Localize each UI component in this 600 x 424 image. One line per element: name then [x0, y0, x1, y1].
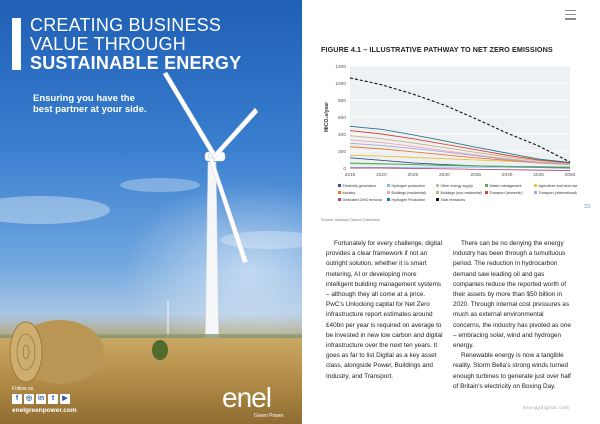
x-tick-label: 2030: [439, 172, 450, 178]
website-link[interactable]: enelgreenpower.com: [12, 407, 77, 414]
headline-line-2: VALUE THROUGH: [30, 34, 186, 54]
y-axis-label: MtCO₂e/year: [324, 102, 330, 132]
article-paragraph: Fortunately for every challenge, digital…: [326, 240, 443, 380]
x-tick-label: 2015: [345, 172, 356, 178]
legend-label: Agriculture and land use: [539, 184, 578, 188]
ad-headline: CREATING BUSINESS VALUE THROUGH SUSTAINA…: [30, 16, 241, 73]
legend-swatch: [387, 184, 390, 187]
article-page: FIGURE 4.1 – ILLUSTRATIVE PATHWAY TO NET…: [302, 0, 600, 424]
hamburger-menu-icon[interactable]: [565, 10, 576, 20]
series-line: [349, 135, 571, 164]
tagline-line-2: best partner at your side.: [33, 104, 147, 115]
facebook-icon[interactable]: f: [12, 394, 22, 404]
x-tick-label: 2020: [376, 172, 387, 178]
y-tick-label: 200: [338, 149, 346, 155]
legend-label: Transport (domestic): [490, 191, 523, 195]
series-line: [349, 142, 571, 166]
legend-label: Buildings (non-residential): [441, 191, 483, 195]
series-line: [350, 167, 571, 171]
legend-swatch: [436, 198, 439, 201]
social-links: Follow us f ◎ in t ▶ enelgreenpower.com: [12, 386, 77, 414]
article-paragraph: Renewable energy is now a tangible reali…: [453, 352, 571, 390]
instagram-icon[interactable]: ◎: [24, 394, 34, 404]
y-tick-label: 0: [343, 166, 346, 172]
legend-label: Electricity generation: [343, 184, 376, 188]
series-line: [349, 139, 571, 165]
legend-swatch: [436, 184, 439, 187]
article-column-1: Fortunately for every challenge, digital…: [326, 239, 444, 382]
series-line: [349, 125, 571, 163]
site-footer[interactable]: energydigital.com: [523, 405, 570, 410]
series-line: [349, 146, 571, 166]
x-tick-label: 2035: [470, 172, 481, 178]
y-tick-label: 600: [338, 115, 346, 121]
enel-logo[interactable]: enel: [222, 382, 272, 413]
x-tick-label: 2025: [408, 172, 419, 178]
legend-swatch: [387, 191, 390, 194]
legend-swatch: [534, 191, 537, 194]
legend-swatch: [338, 184, 341, 187]
emissions-chart: 0 200 400 600 800 1000 1200 2015 2020 2025 2030 203…: [316, 56, 582, 236]
legend-label: Buildings (residential): [392, 191, 426, 195]
series-line: [349, 162, 571, 168]
legend-swatch: [338, 191, 341, 194]
legend-swatch: [338, 198, 341, 201]
follow-label: Follow us: [12, 386, 34, 392]
legend-label: Hydrogen production: [392, 184, 425, 188]
y-tick-label: 400: [338, 132, 346, 138]
headline-line-3: SUSTAINABLE ENERGY: [30, 53, 242, 73]
article-column-2: There can be no denying the energy indus…: [453, 239, 571, 392]
series-line: [349, 130, 571, 164]
enel-advertisement[interactable]: CREATING BUSINESS VALUE THROUGH SUSTAINA…: [0, 0, 302, 424]
legend-label: Transport (international): [539, 191, 577, 195]
legend-label: Industry: [343, 191, 356, 195]
legend-swatch: [485, 191, 488, 194]
legend-label: Other energy supply: [441, 184, 474, 188]
x-tick-label: 2040: [502, 172, 513, 178]
y-tick-label: 1000: [335, 81, 346, 87]
y-tick-label: 1200: [335, 64, 346, 70]
linkedin-icon[interactable]: in: [36, 394, 46, 404]
emissions-chart-svg: 0 200 400 600 800 1000 1200 2015 2020 2025 2030 203…: [324, 64, 578, 202]
y-tick-label: 800: [338, 98, 346, 104]
figure-source: Source: Mackay Carbon Calculator: [321, 218, 380, 222]
legend-label: Dedicated GHG removal: [343, 198, 382, 202]
legend-swatch: [485, 184, 488, 187]
x-tick-label: 2045: [533, 172, 544, 178]
legend-swatch: [436, 191, 439, 194]
page-number: 33: [584, 204, 591, 210]
headline-accent-bar: [12, 18, 21, 70]
legend-label: Total emissions: [441, 198, 466, 202]
youtube-icon[interactable]: ▶: [60, 394, 70, 404]
legend-swatch: [387, 198, 390, 201]
ad-tagline: Ensuring you have the best partner at yo…: [33, 93, 147, 115]
headline-line-1: CREATING BUSINESS: [30, 15, 222, 35]
article-paragraph: There can be no denying the energy indus…: [453, 240, 571, 350]
figure-title: FIGURE 4.1 – ILLUSTRATIVE PATHWAY TO NET…: [321, 45, 553, 54]
hay-bale-illustration: [9, 320, 168, 384]
enel-logo-subtitle: Green Power: [254, 413, 284, 419]
x-tick-label: 2050: [565, 172, 576, 178]
legend-label: Waste management: [490, 184, 522, 188]
legend-swatch: [534, 184, 537, 187]
legend-label: Hydrogen Production: [392, 198, 426, 202]
twitter-icon[interactable]: t: [48, 394, 58, 404]
series-line: [349, 77, 571, 163]
tagline-line-1: Ensuring you have the: [33, 93, 135, 104]
